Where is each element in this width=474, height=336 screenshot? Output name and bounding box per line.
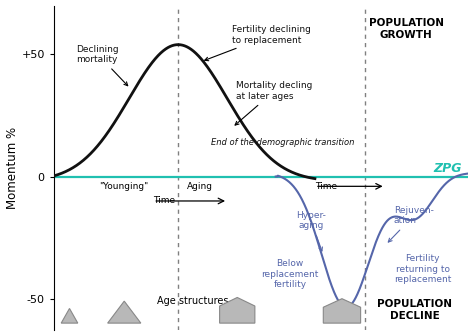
Polygon shape: [323, 299, 361, 323]
Text: Age structures: Age structures: [157, 296, 229, 306]
Text: Aging: Aging: [186, 182, 212, 191]
Text: Hyper-
aging: Hyper- aging: [296, 211, 326, 251]
Text: Time: Time: [153, 197, 175, 206]
Text: Fertility declining
to replacement: Fertility declining to replacement: [205, 25, 311, 61]
Text: ZPG: ZPG: [434, 162, 462, 174]
Polygon shape: [108, 301, 141, 323]
Y-axis label: Momentum %: Momentum %: [6, 127, 18, 209]
Text: Mortality decling
at later ages: Mortality decling at later ages: [235, 81, 312, 125]
Text: "Younging": "Younging": [100, 182, 149, 191]
Polygon shape: [219, 297, 255, 323]
Text: Time: Time: [315, 182, 337, 191]
Text: Fertility
returning to
replacement: Fertility returning to replacement: [394, 254, 452, 284]
Text: End of the demographic transition: End of the demographic transition: [211, 138, 355, 147]
Text: Rejuven-
ation: Rejuven- ation: [388, 206, 434, 242]
Text: Declining
mortality: Declining mortality: [76, 45, 128, 86]
Polygon shape: [61, 308, 78, 323]
Text: POPULATION
DECLINE: POPULATION DECLINE: [377, 299, 452, 321]
Text: POPULATION
GROWTH: POPULATION GROWTH: [369, 18, 444, 40]
Text: Below
replacement
fertility: Below replacement fertility: [262, 259, 319, 289]
